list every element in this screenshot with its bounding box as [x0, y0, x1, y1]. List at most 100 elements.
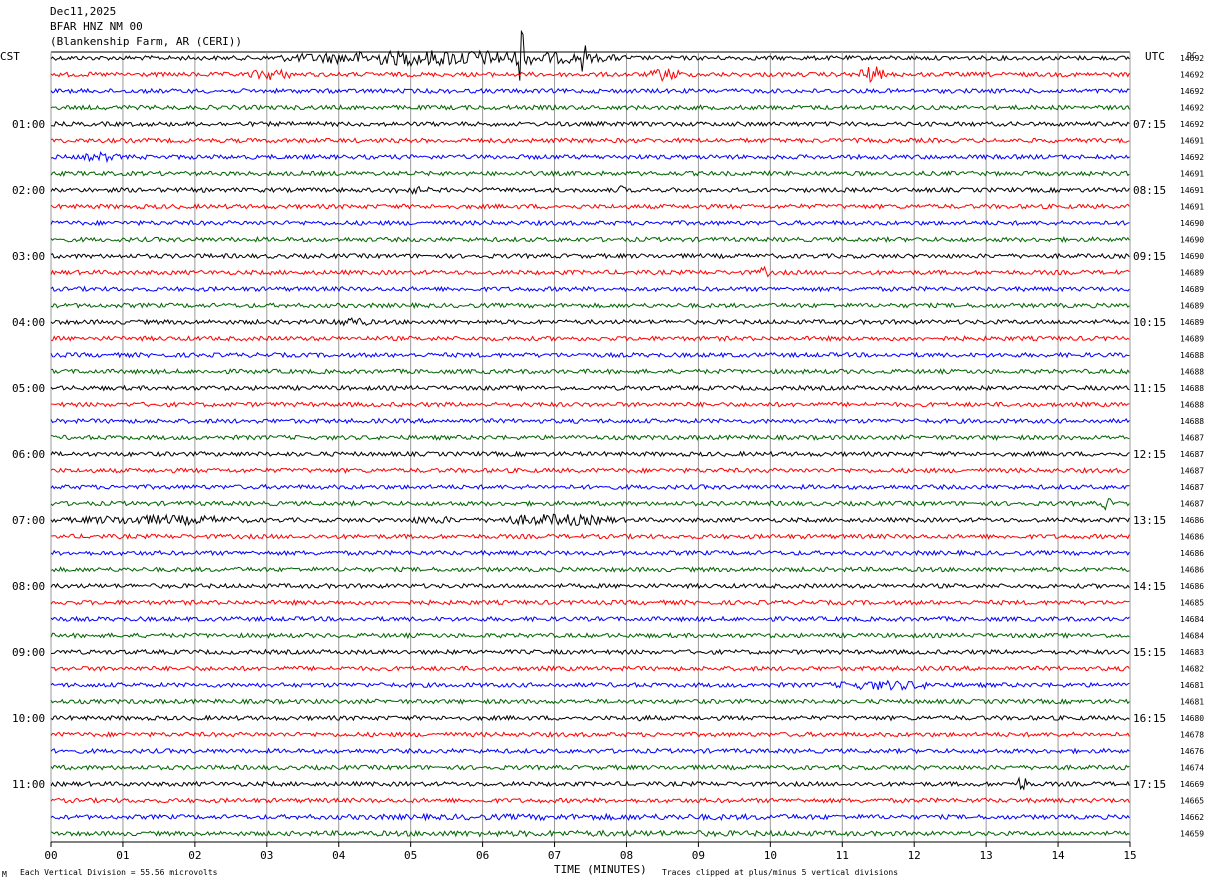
- local-hour-label: 06:00: [12, 448, 45, 461]
- dc-offset-value: 14691: [1180, 203, 1204, 212]
- local-hour-label: 02:00: [12, 184, 45, 197]
- trace-row-35: [50, 632, 1130, 640]
- trace-row-12: [50, 252, 1130, 260]
- dc-offset-value: 14691: [1180, 137, 1204, 146]
- trace-row-0: [50, 29, 1130, 81]
- dc-offset-value: 14687: [1180, 450, 1204, 459]
- dc-offset-value: 14690: [1180, 219, 1204, 228]
- utc-hour-label: 16:15: [1133, 712, 1166, 725]
- dc-offset-value: 14689: [1180, 302, 1204, 311]
- local-hour-label: 07:00: [12, 514, 45, 527]
- local-hour-label: 09:00: [12, 646, 45, 659]
- trace-row-39: [50, 698, 1130, 706]
- trace-row-26: [50, 483, 1130, 491]
- dc-offset-value: 14686: [1180, 516, 1204, 525]
- record-date: Dec11,2025: [50, 5, 116, 18]
- trace-row-8: [50, 185, 1130, 195]
- dc-offset-value: 14687: [1180, 434, 1204, 443]
- dc-offset-value: 14665: [1180, 797, 1204, 806]
- trace-row-1: [50, 66, 1130, 84]
- trace-row-41: [50, 730, 1130, 738]
- utc-hour-label: 17:15: [1133, 778, 1166, 791]
- local-timezone-label: CST: [0, 50, 20, 63]
- trace-row-44: [50, 776, 1130, 791]
- trace-row-21: [50, 401, 1130, 408]
- trace-row-46: [50, 812, 1130, 822]
- local-hour-labels: 01:00 02:00 03:00 04:00 05:00 06:00 07:00 08:00…: [12, 118, 45, 791]
- dc-offset-value: 14686: [1180, 533, 1204, 542]
- trace-row-19: [50, 368, 1130, 376]
- dc-offset-value: 14678: [1180, 731, 1204, 740]
- trace-row-14: [50, 285, 1130, 293]
- trace-row-40: [50, 714, 1130, 722]
- x-tick-label: 05: [404, 849, 417, 862]
- local-hour-label: 03:00: [12, 250, 45, 263]
- local-hour-label: 11:00: [12, 778, 45, 791]
- local-hour-label: 01:00: [12, 118, 45, 131]
- utc-hour-label: 15:15: [1133, 646, 1166, 659]
- trace-row-34: [50, 615, 1130, 623]
- x-tick-label: 11: [836, 849, 849, 862]
- x-tick-label: 13: [980, 849, 993, 862]
- trace-row-33: [50, 598, 1130, 607]
- x-tick-label: 15: [1123, 849, 1136, 862]
- utc-hour-label: 13:15: [1133, 514, 1166, 527]
- trace-row-45: [50, 796, 1130, 804]
- x-tick-label: 01: [116, 849, 129, 862]
- local-hour-label: 10:00: [12, 712, 45, 725]
- x-tick-label: 03: [260, 849, 273, 862]
- dc-offset-value: 14687: [1180, 467, 1204, 476]
- x-axis: 00 01 02 03 04 05 06 07 08 09 10 11 12 13 14 15: [44, 841, 1137, 862]
- trace-row-36: [50, 648, 1130, 656]
- utc-hour-label: 11:15: [1133, 382, 1166, 395]
- dc-offset-value: 14692: [1180, 153, 1204, 162]
- trace-row-37: [50, 665, 1130, 672]
- dc-offset-value: 14692: [1180, 71, 1204, 80]
- dc-offset-value: 14689: [1180, 285, 1204, 294]
- dc-offset-value: 14689: [1180, 318, 1204, 327]
- dc-offset-value: 14681: [1180, 681, 1204, 690]
- dc-offset-value: 14686: [1180, 566, 1204, 575]
- x-tick-label: 06: [476, 849, 489, 862]
- dc-offset-value: 14669: [1180, 780, 1204, 789]
- dc-offset-value: 14674: [1180, 764, 1204, 773]
- dc-offset-value: 14688: [1180, 417, 1204, 426]
- minute-grid: [50, 51, 1131, 842]
- seismic-traces: [50, 29, 1130, 838]
- utc-hour-label: 12:15: [1133, 448, 1166, 461]
- trace-row-16: [50, 317, 1130, 327]
- trace-row-43: [50, 764, 1130, 771]
- trace-row-42: [50, 747, 1130, 755]
- dc-offset-value: 14687: [1180, 483, 1204, 492]
- clip-note: Traces clipped at plus/minus 5 vertical …: [662, 868, 898, 877]
- utc-hour-label: 10:15: [1133, 316, 1166, 329]
- dc-offset-value: 14692: [1180, 120, 1204, 129]
- trace-row-30: [50, 549, 1130, 557]
- trace-row-20: [50, 384, 1130, 392]
- local-hour-label: 08:00: [12, 580, 45, 593]
- x-tick-label: 14: [1051, 849, 1065, 862]
- trace-row-29: [50, 532, 1130, 540]
- dc-offset-value: 14688: [1180, 368, 1204, 377]
- dc-offset-value: 14688: [1180, 384, 1204, 393]
- trace-row-10: [50, 219, 1130, 227]
- x-tick-label: 07: [548, 849, 561, 862]
- trace-row-32: [50, 582, 1130, 590]
- x-tick-label: 08: [620, 849, 633, 862]
- dc-offset-value: 14687: [1180, 500, 1204, 509]
- trace-row-4: [50, 120, 1130, 128]
- x-tick-label: 09: [692, 849, 705, 862]
- dc-offset-value: 14690: [1180, 252, 1204, 261]
- dc-offset-value: 14684: [1180, 632, 1204, 641]
- x-tick-label: 12: [908, 849, 921, 862]
- dc-offset-value: 14688: [1180, 351, 1204, 360]
- trace-row-3: [50, 104, 1130, 111]
- dc-offset-value: 14686: [1180, 582, 1204, 591]
- trace-row-23: [50, 434, 1130, 442]
- dc-offset-value: 14689: [1180, 335, 1204, 344]
- dc-offset-value: 14685: [1180, 599, 1204, 608]
- dc-offset-value: 14683: [1180, 648, 1204, 657]
- trace-row-28: [50, 513, 1130, 527]
- station-code: BFAR HNZ NM 00: [50, 20, 143, 33]
